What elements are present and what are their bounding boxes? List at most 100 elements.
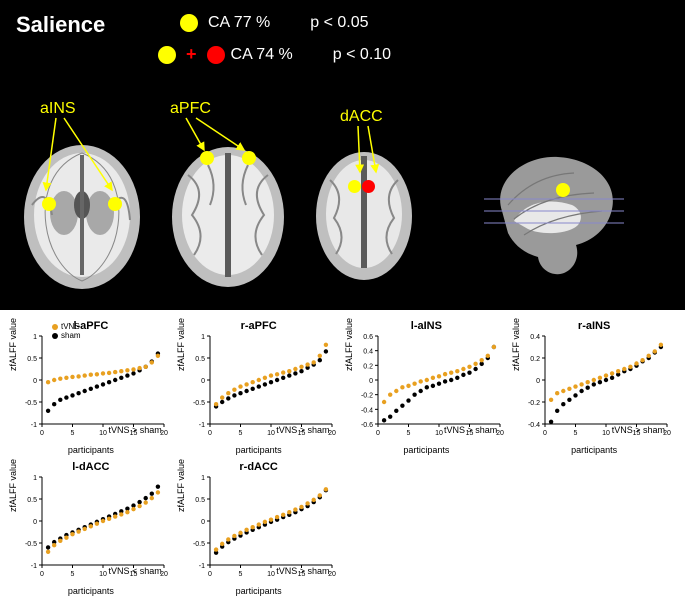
svg-text:1: 1: [201, 475, 205, 482]
svg-text:10: 10: [435, 430, 443, 437]
chart-ylabel: zfALFF value: [344, 317, 354, 370]
brain-slice-1: [12, 135, 152, 295]
charts-grid: l-aPFC -1-0.500.5105101520 zfALFF value …: [0, 310, 685, 594]
legend-dot-red: [207, 46, 225, 64]
svg-text:10: 10: [99, 430, 107, 437]
svg-text:0: 0: [33, 519, 37, 526]
svg-text:0: 0: [201, 519, 205, 526]
svg-text:0.2: 0.2: [531, 356, 541, 363]
chart-ylabel: zfALFF value: [8, 458, 18, 511]
brain-axial-1-svg: [12, 135, 152, 295]
legend-ca-2: CA 74 %: [231, 46, 293, 64]
svg-text:5: 5: [71, 571, 75, 578]
brain-slice-2: [158, 135, 298, 295]
svg-text:-0.5: -0.5: [25, 400, 37, 407]
marker-dACC-red: [362, 180, 375, 193]
chart-xlabel: participants: [346, 445, 508, 455]
chart-r-dACC: r-dACC -1-0.500.5105101520 zfALFF value …: [178, 459, 340, 594]
panel-title: Salience: [16, 12, 105, 38]
chart-xlabel: participants: [513, 445, 675, 455]
svg-text:10: 10: [267, 571, 275, 578]
svg-text:1: 1: [33, 475, 37, 482]
label-aPFC: aPFC: [170, 100, 211, 118]
brain-sagittal: [484, 145, 624, 285]
chart-r-aPFC: r-aPFC -1-0.500.5105101520 zfALFF value …: [178, 318, 340, 453]
chart-xlabel: participants: [10, 445, 172, 455]
chart-ylabel: zfALFF value: [511, 317, 521, 370]
svg-text:-0.5: -0.5: [193, 400, 205, 407]
chart-annotation: tVNS > sham: [108, 425, 161, 435]
svg-text:0: 0: [376, 430, 380, 437]
svg-text:-1: -1: [199, 563, 205, 570]
svg-text:-0.4: -0.4: [528, 422, 540, 429]
label-dACC: dACC: [340, 108, 383, 126]
svg-text:5: 5: [574, 430, 578, 437]
marker-sagittal: [556, 183, 570, 197]
chart-annotation: tVNS > sham: [276, 425, 329, 435]
legend-dot-yellow: [180, 14, 198, 32]
svg-text:5: 5: [238, 430, 242, 437]
marker-aPFC-right: [242, 151, 256, 165]
svg-text:0.5: 0.5: [195, 497, 205, 504]
svg-text:5: 5: [406, 430, 410, 437]
chart-ylabel: zfALFF value: [8, 317, 18, 370]
svg-text:5: 5: [71, 430, 75, 437]
brain-axial-3-svg: [304, 140, 424, 290]
chart-xlabel: participants: [10, 586, 172, 596]
svg-text:0.2: 0.2: [363, 363, 373, 370]
svg-text:-1: -1: [31, 422, 37, 429]
chart-xlabel: participants: [178, 445, 340, 455]
brain-slice-3: [304, 140, 424, 290]
svg-text:0: 0: [536, 378, 540, 385]
svg-text:1: 1: [201, 334, 205, 341]
brain-panel: Salience CA 77 % p < 0.05 + CA 74 % p < …: [0, 0, 685, 310]
svg-text:0.4: 0.4: [363, 349, 373, 356]
legend-row-2: + CA 74 % p < 0.10: [158, 44, 391, 65]
chart-annotation: tVNS > sham: [612, 425, 665, 435]
brain-axial-2-svg: [158, 135, 298, 295]
svg-text:-0.5: -0.5: [25, 541, 37, 548]
marker-aINS-right: [108, 197, 122, 211]
label-aINS: aINS: [40, 100, 76, 118]
svg-text:0.5: 0.5: [27, 356, 37, 363]
svg-text:0: 0: [40, 430, 44, 437]
svg-text:0: 0: [33, 378, 37, 385]
svg-text:0.5: 0.5: [195, 356, 205, 363]
svg-text:-0.2: -0.2: [528, 400, 540, 407]
chart-annotation: tVNS < sham: [108, 566, 161, 576]
svg-text:1: 1: [33, 334, 37, 341]
svg-text:0.6: 0.6: [363, 334, 373, 341]
legend-ca-1: CA 77 %: [208, 14, 270, 32]
brain-row: [0, 135, 685, 295]
plus-icon: +: [186, 44, 197, 65]
svg-text:10: 10: [99, 571, 107, 578]
svg-text:0: 0: [543, 430, 547, 437]
chart-legend: tVNS sham: [52, 322, 81, 340]
svg-text:0: 0: [201, 378, 205, 385]
svg-text:0.5: 0.5: [27, 497, 37, 504]
legend-p-2: p < 0.10: [333, 46, 391, 64]
svg-text:10: 10: [267, 430, 275, 437]
svg-text:10: 10: [602, 430, 610, 437]
marker-dACC-yellow: [348, 180, 361, 193]
brain-sagittal-svg: [484, 145, 624, 285]
svg-text:-0.4: -0.4: [360, 407, 372, 414]
svg-text:-1: -1: [31, 563, 37, 570]
svg-text:-0.6: -0.6: [360, 422, 372, 429]
legend-dot-yellow-2: [158, 46, 176, 64]
chart-l-aPFC: l-aPFC -1-0.500.5105101520 zfALFF value …: [10, 318, 172, 453]
svg-text:-0.2: -0.2: [360, 393, 372, 400]
chart-r-aINS: r-aINS -0.4-0.200.20.405101520 zfALFF va…: [513, 318, 675, 453]
svg-text:-1: -1: [199, 422, 205, 429]
legend-p-1: p < 0.05: [310, 14, 368, 32]
chart-annotation: tVNS > sham: [444, 425, 497, 435]
svg-text:0: 0: [208, 430, 212, 437]
marker-aPFC-left: [200, 151, 214, 165]
chart-l-dACC: l-dACC -1-0.500.5105101520 zfALFF value …: [10, 459, 172, 594]
chart-l-aINS: l-aINS -0.6-0.4-0.200.20.40.605101520 zf…: [346, 318, 508, 453]
svg-text:0.4: 0.4: [531, 334, 541, 341]
svg-text:0: 0: [40, 571, 44, 578]
chart-ylabel: zfALFF value: [176, 458, 186, 511]
chart-annotation: tVNS > sham: [276, 566, 329, 576]
chart-ylabel: zfALFF value: [176, 317, 186, 370]
